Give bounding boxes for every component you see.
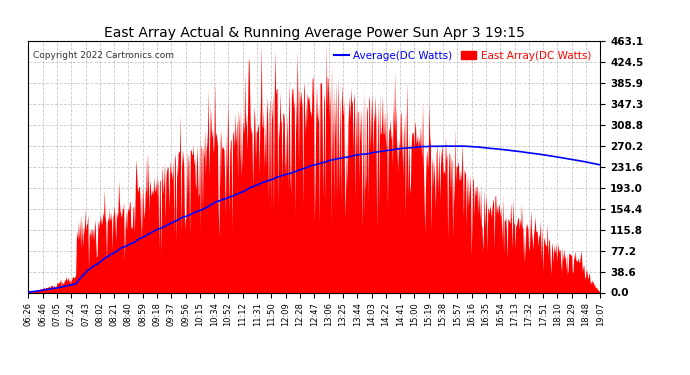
- Legend: Average(DC Watts), East Array(DC Watts): Average(DC Watts), East Array(DC Watts): [329, 46, 595, 65]
- Title: East Array Actual & Running Average Power Sun Apr 3 19:15: East Array Actual & Running Average Powe…: [104, 26, 524, 40]
- Text: Copyright 2022 Cartronics.com: Copyright 2022 Cartronics.com: [33, 51, 175, 60]
